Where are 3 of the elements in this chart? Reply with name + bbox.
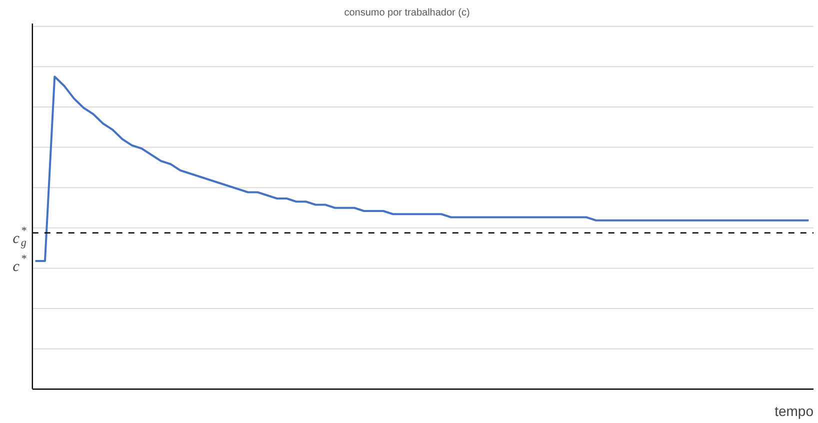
x-axis-title: tempo	[774, 403, 814, 420]
text: c*	[12, 253, 27, 275]
chart-title: consumo por trabalhador (c)	[344, 8, 470, 18]
